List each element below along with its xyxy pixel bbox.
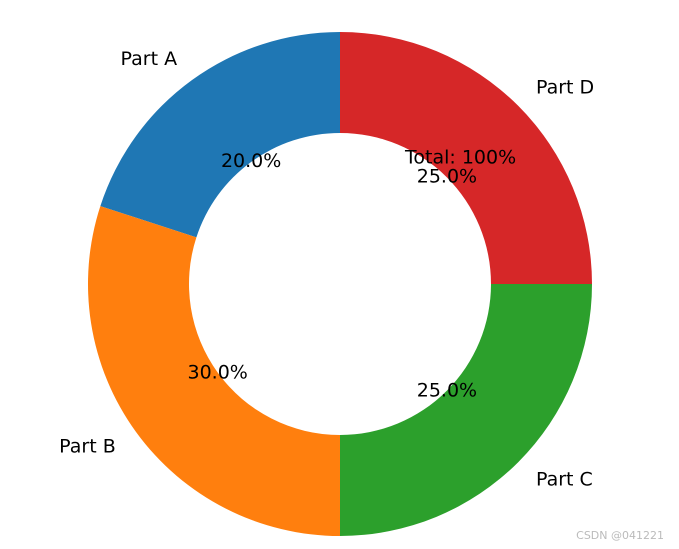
slice-label: Part B	[59, 435, 116, 457]
slice-label: Part A	[121, 48, 178, 70]
value-label: 25.0%	[417, 166, 477, 188]
watermark: CSDN @041221	[576, 529, 664, 542]
slice-label: Part C	[536, 469, 593, 491]
annotation: Total: 100%	[404, 147, 516, 169]
value-label: 25.0%	[417, 379, 477, 401]
value-label: 30.0%	[187, 361, 247, 383]
slice-label: Part D	[536, 76, 594, 98]
donut-slice	[340, 32, 592, 284]
donut-slice	[87, 206, 340, 537]
donut-slice	[340, 284, 592, 536]
value-label: 20.0%	[221, 150, 281, 172]
donut-slice	[100, 32, 340, 238]
